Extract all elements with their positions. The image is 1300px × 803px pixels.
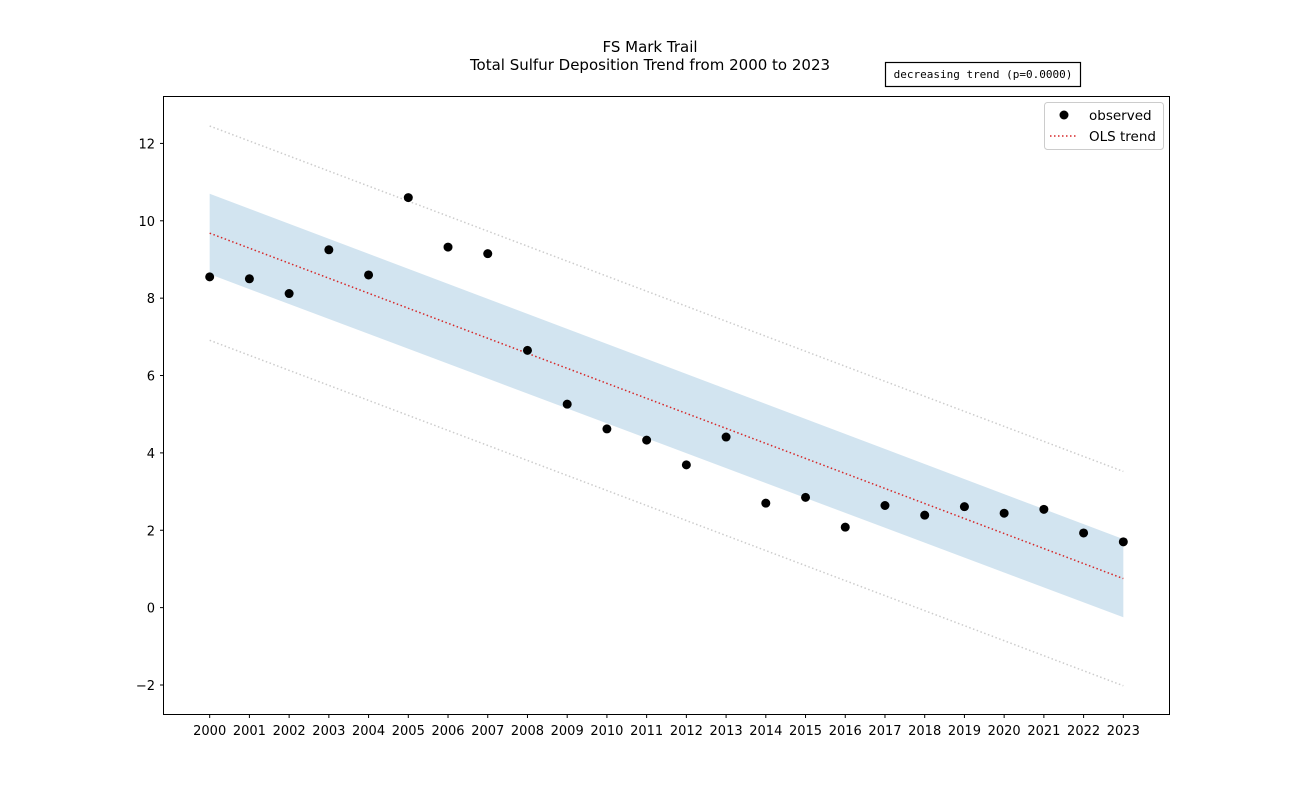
observed-point [403,193,413,203]
legend-trend-label: OLS trend [1089,129,1156,145]
x-tick-label: 2003 [312,724,345,739]
chart-subtitle: Total Sulfur Deposition Trend from 2000 … [469,56,830,74]
prediction-upper-line [209,125,1124,473]
x-tick-label: 2022 [1067,724,1100,739]
x-tick-label: 2017 [868,724,901,739]
x-tick-label: 2005 [392,724,425,739]
observed-point [721,432,731,442]
legend-observed-marker [1059,110,1069,120]
y-tick-label: 12 [138,137,155,152]
annotation-box: decreasing trend (p=0.0000) [884,61,1082,88]
y-tick-label: 0 [147,602,155,617]
x-tick-label: 2020 [988,724,1021,739]
prediction-lower-line [209,339,1124,687]
annotation-text: decreasing trend (p=0.0000) [894,68,1073,81]
plot-area [205,125,1128,687]
observed-point [364,270,374,280]
observed-point [880,500,890,510]
x-tick-label: 2016 [829,724,862,739]
observed-point [840,522,850,532]
y-tick-label: 2 [147,524,155,539]
observed-point [959,502,969,512]
x-tick-label: 2014 [749,724,782,739]
y-axis: −2 0 2 4 6 8 10 12 [136,137,164,694]
observed-point [801,492,811,502]
ols-trend-line [209,232,1124,580]
observed-point [205,272,215,282]
y-tick-label: 8 [147,292,155,307]
observed-point [324,245,334,255]
legend-observed-label: observed [1089,108,1152,124]
observed-point [562,399,572,409]
x-tick-label: 2019 [948,724,981,739]
x-tick-label: 2023 [1107,724,1140,739]
x-tick-label: 2010 [590,724,623,739]
plot-frame [163,96,1170,715]
observed-point [999,508,1009,518]
observed-point [761,498,771,508]
observed-point [483,249,493,259]
y-tick-label: −2 [136,679,155,694]
observed-point [602,424,612,434]
observed-point [681,460,691,470]
annotation-frame [884,61,1082,88]
x-tick-label: 2001 [233,724,266,739]
observed-point [920,510,930,520]
x-tick-label: 2013 [710,724,743,739]
x-tick-label: 2015 [789,724,822,739]
observed-point [443,242,453,252]
x-axis: 2000 2001 2002 2003 2004 2005 2006 2007 2008 2009… [193,714,1140,739]
legend: observed OLS trend [1044,102,1164,150]
y-tick-label: 10 [138,215,155,230]
x-tick-label: 2021 [1027,724,1060,739]
x-tick-label: 2006 [431,724,464,739]
observed-point [1039,504,1049,514]
x-tick-label: 2009 [551,724,584,739]
x-tick-label: 2002 [273,724,306,739]
x-tick-label: 2012 [670,724,703,739]
y-tick-label: 6 [147,370,155,385]
y-tick-label: 4 [147,447,155,462]
x-tick-label: 2007 [471,724,504,739]
x-tick-label: 2008 [511,724,544,739]
x-tick-label: 2018 [908,724,941,739]
legend-frame [1044,102,1164,150]
observed-point [642,435,652,445]
observed-point [284,289,294,299]
observed-point [244,274,254,284]
observed-point [1079,528,1089,538]
observed-point [1118,537,1128,547]
x-tick-label: 2011 [630,724,663,739]
chart-title: FS Mark Trail [602,38,697,56]
observed-point [522,345,532,355]
x-tick-label: 2004 [352,724,385,739]
x-tick-label: 2000 [193,724,226,739]
